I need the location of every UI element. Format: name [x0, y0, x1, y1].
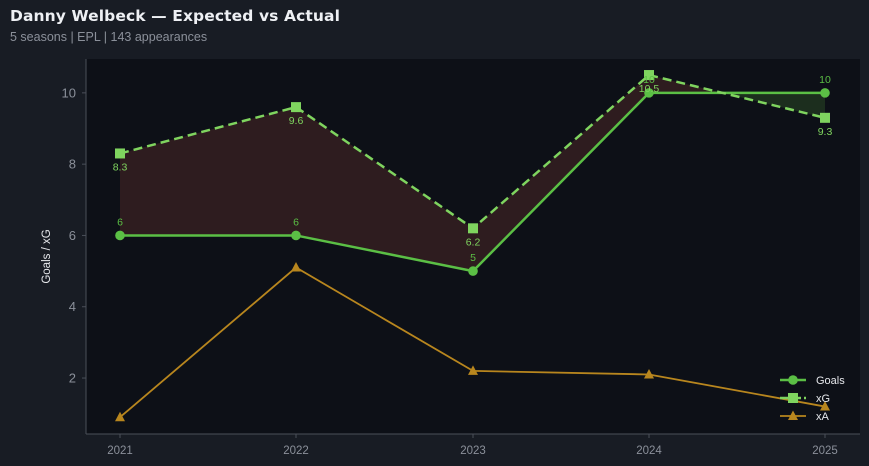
- goals-value-label: 6: [293, 216, 299, 228]
- goals-value-label: 6: [117, 216, 123, 228]
- legend-item-xa: xA: [780, 410, 830, 423]
- x-tick-label: 2021: [107, 445, 133, 457]
- underperformance-fill: [120, 107, 296, 236]
- xg-square-marker: [820, 112, 830, 123]
- xa-triangle-marker: [644, 368, 654, 379]
- x-tick-label: 2025: [812, 445, 838, 457]
- x-tick-label: 2022: [283, 445, 309, 457]
- legend: Goals xG xA: [780, 375, 845, 423]
- xg-value-label: 9.3: [818, 126, 833, 138]
- legend-label: Goals: [816, 375, 845, 387]
- xg-value-label: 10.5: [639, 83, 660, 95]
- y-axis-label: Goals / xG: [41, 229, 53, 283]
- y-tick-label: 8: [69, 157, 76, 172]
- goals-circle-marker: [291, 230, 301, 241]
- xg-square-marker: [644, 70, 654, 81]
- y-tick-label: 2: [69, 371, 76, 386]
- x-tick-label: 2023: [460, 445, 486, 457]
- goals-value-label: 10: [819, 74, 831, 86]
- xg-square-marker: [291, 102, 301, 113]
- xa-triangle-marker: [820, 401, 830, 411]
- legend-item-goals: Goals: [780, 375, 845, 387]
- xg-value-label: 9.6: [289, 115, 304, 127]
- y-tick-label: 6: [69, 228, 76, 243]
- goals-circle-marker: [820, 88, 830, 98]
- xg-value-label: 8.3: [113, 161, 128, 173]
- chart-title: Danny Welbeck — Expected vs Actual: [10, 7, 340, 25]
- y-tick-label: 10: [62, 85, 76, 100]
- goals-circle-marker: [115, 230, 125, 241]
- legend-label: xG: [816, 393, 830, 405]
- axes: 2 4 6 8 10 2021 2022 2023 2024 2025: [62, 59, 860, 457]
- legend-label: xA: [816, 411, 830, 423]
- xa-triangle-marker: [468, 365, 478, 375]
- xa-triangle-marker: [291, 262, 301, 272]
- y-tick-label: 4: [69, 299, 76, 314]
- legend-item-xg: xG: [780, 393, 830, 405]
- series-lines: [115, 70, 830, 422]
- goals-circle-marker: [644, 88, 654, 98]
- circle-icon: [788, 375, 798, 385]
- underperformance-fill: [296, 107, 473, 272]
- xa-triangle-marker: [115, 411, 125, 422]
- square-icon: [788, 393, 798, 403]
- xg-value-label: 6.2: [466, 236, 481, 248]
- goals-circle-marker: [468, 266, 478, 276]
- goals-value-label: 5: [470, 252, 476, 264]
- goals-value-label: 10: [643, 74, 655, 86]
- chart-subtitle: 5 seasons | EPL | 143 appearances: [10, 30, 208, 44]
- data-labels: 6 6 5 10 10 8.3 9.6 6.2 10.5 9.3: [113, 74, 833, 264]
- xg-square-marker: [115, 148, 125, 159]
- xg-square-marker: [468, 223, 478, 234]
- triangle-icon: [788, 410, 798, 420]
- x-tick-label: 2024: [636, 445, 662, 457]
- underperformance-fill: [473, 75, 649, 272]
